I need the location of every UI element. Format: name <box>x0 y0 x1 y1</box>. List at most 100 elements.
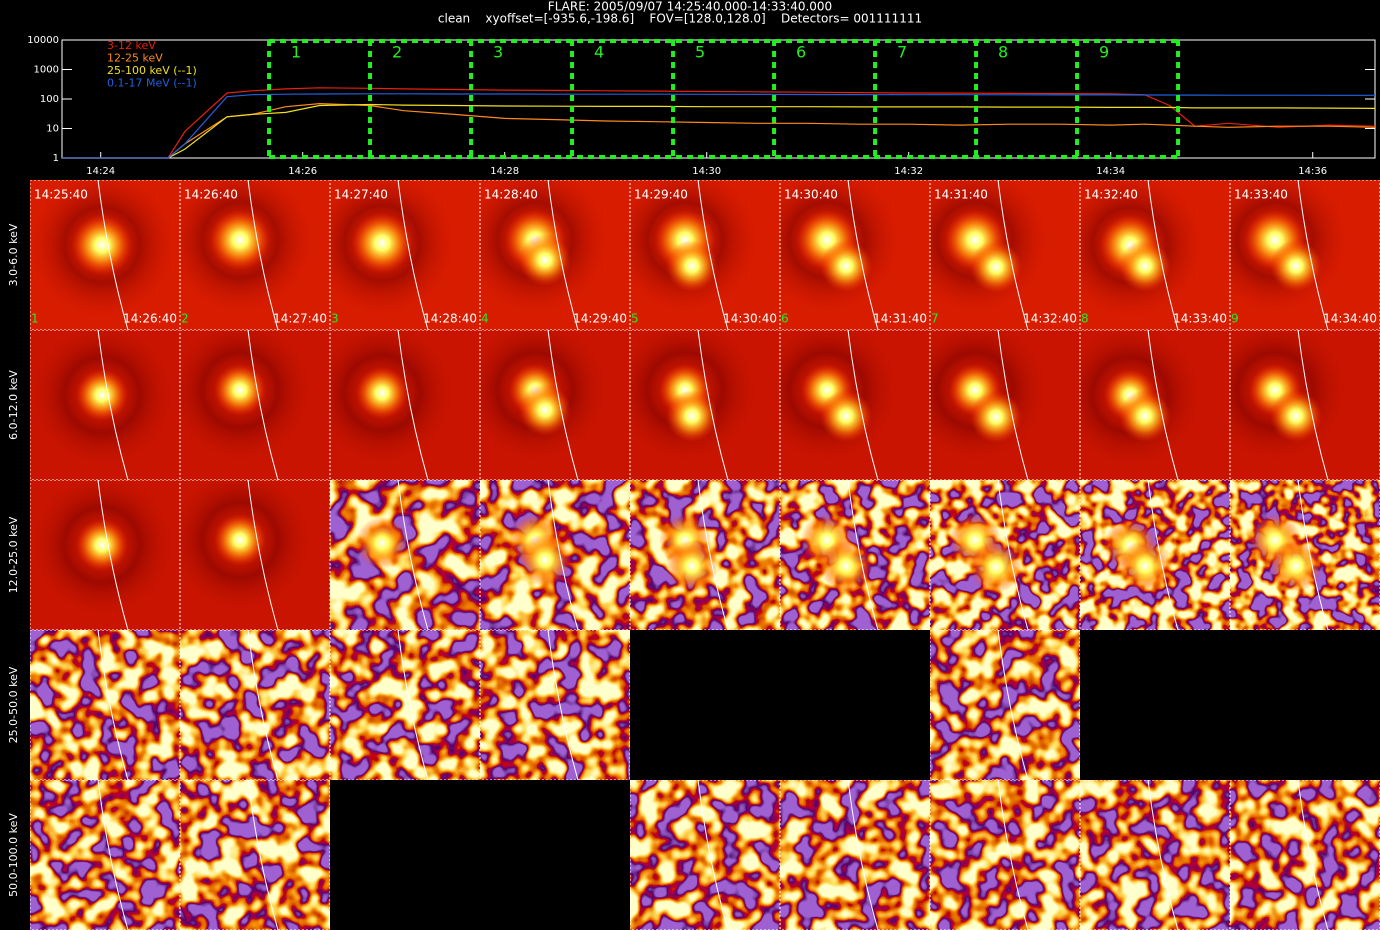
empty-panel <box>630 630 780 780</box>
panel-border <box>180 330 330 480</box>
panel-border <box>480 480 630 630</box>
image-panel: 14:30:40 14:31:40 6 <box>780 180 930 330</box>
panel-border <box>630 330 780 480</box>
source-blob <box>970 541 1022 593</box>
panel-image <box>480 480 630 630</box>
panel-noise <box>630 780 780 930</box>
source-blob <box>666 240 718 292</box>
panel-image <box>1080 780 1230 930</box>
row-label: 6.0-12.0 keV <box>7 370 20 440</box>
panel-image <box>330 180 480 330</box>
solar-limb <box>847 780 879 930</box>
panel-end-time: 14:28:40 <box>423 312 477 326</box>
series-line <box>62 93 1375 159</box>
solar-limb <box>97 180 129 330</box>
solar-limb <box>397 180 429 330</box>
image-panel <box>480 780 630 930</box>
panel-noise <box>780 780 930 930</box>
panel-border <box>330 330 480 480</box>
panel-start-time: 14:25:40 <box>34 188 88 202</box>
interval-number: 7 <box>897 43 907 62</box>
panel-image <box>930 480 1080 630</box>
source-blob <box>356 367 408 419</box>
panel-noise <box>180 630 330 780</box>
panel-border <box>780 180 930 330</box>
panel-border <box>330 180 480 330</box>
panel-border <box>1080 330 1230 480</box>
figure-subtitle: clean xyoffset=[-935.6,-198.6] FOV=[128.… <box>438 12 922 26</box>
image-panel: 14:33:40 14:34:40 9 <box>1230 180 1380 330</box>
image-panel <box>1230 630 1380 780</box>
row-label: 12.0-25.0 keV <box>7 516 20 593</box>
legend-entry: 0.1-17 MeV (--1) <box>107 77 197 90</box>
image-panel <box>780 630 930 780</box>
panel-start-time: 14:27:40 <box>334 188 388 202</box>
interval-number: 1 <box>291 43 301 62</box>
panel-border <box>930 630 1080 780</box>
panel-image <box>30 330 180 480</box>
panel-image <box>1080 330 1230 480</box>
panel-border <box>780 480 930 630</box>
panel-border <box>480 630 630 780</box>
source-blob <box>1270 240 1322 292</box>
panel-image <box>180 330 330 480</box>
panel-image <box>330 330 480 480</box>
panel-border <box>30 330 180 480</box>
interval-number: 6 <box>796 43 806 62</box>
panel-start-time: 14:28:40 <box>484 188 538 202</box>
source-blob <box>1119 390 1171 442</box>
panel-start-time: 14:29:40 <box>634 188 688 202</box>
source-blob <box>76 519 128 571</box>
image-panel <box>1080 630 1230 780</box>
panel-image <box>180 780 330 930</box>
solar-limb <box>997 630 1029 780</box>
figure-title: FLARE: 2005/09/07 14:25:40.000-14:33:40.… <box>548 0 832 14</box>
solar-limb <box>697 480 729 630</box>
panel-start-time: 14:30:40 <box>784 188 838 202</box>
panel-image <box>330 480 480 630</box>
series-line <box>62 103 1376 159</box>
solar-limb <box>1297 180 1329 330</box>
source-blob <box>352 213 412 273</box>
solar-limb <box>697 330 729 480</box>
solar-limb <box>1147 480 1179 630</box>
image-panel <box>180 630 330 780</box>
panel-number: 9 <box>1231 312 1239 326</box>
panel-image <box>480 330 630 480</box>
image-panel <box>630 780 780 930</box>
panel-image <box>930 330 1080 480</box>
image-panel <box>630 330 780 480</box>
source-blob <box>1119 240 1171 292</box>
image-panel <box>330 330 480 480</box>
x-tick-label: 14:32 <box>894 166 923 177</box>
x-tick-label: 14:34 <box>1096 166 1125 177</box>
panel-border <box>930 480 1080 630</box>
interval-number: 5 <box>695 43 705 62</box>
panel-image <box>180 630 330 780</box>
solar-limb <box>547 630 579 780</box>
solar-limb <box>1147 330 1179 480</box>
row-label: 3.0-6.0 keV <box>7 223 20 286</box>
panel-border <box>780 330 930 480</box>
solar-limb <box>97 630 129 780</box>
series-line <box>62 87 1376 159</box>
panel-border <box>1230 180 1380 330</box>
solar-limb <box>1147 780 1179 930</box>
solar-limb <box>547 330 579 480</box>
x-tick-label: 14:36 <box>1298 166 1327 177</box>
panel-image <box>1080 180 1230 330</box>
y-tick-label: 10 <box>46 124 59 135</box>
panel-image <box>30 780 180 930</box>
panel-noise <box>180 780 330 930</box>
panel-border <box>930 330 1080 480</box>
panel-border <box>630 180 780 330</box>
panel-image <box>1080 480 1230 630</box>
image-panel: 14:26:40 14:27:40 2 <box>180 180 330 330</box>
image-panel <box>30 330 180 480</box>
panel-start-time: 14:26:40 <box>184 188 238 202</box>
panel-image <box>1230 780 1380 930</box>
interval-number: 2 <box>392 43 402 62</box>
panel-image <box>930 630 1080 780</box>
panel-end-time: 14:33:40 <box>1173 312 1227 326</box>
